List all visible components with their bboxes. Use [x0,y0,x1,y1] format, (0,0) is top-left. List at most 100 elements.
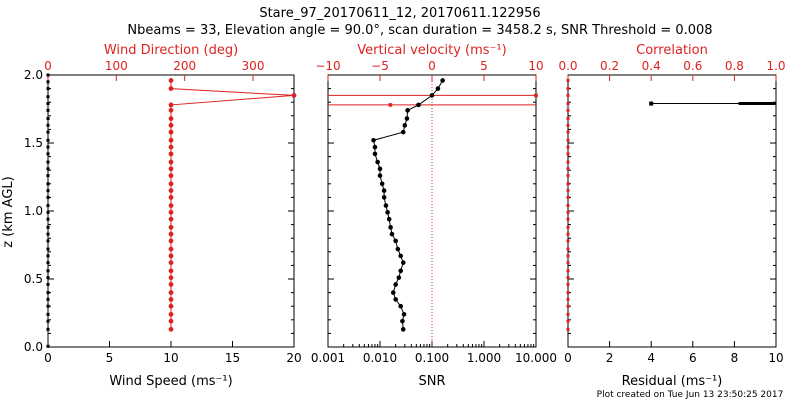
panel-wind: Wind Direction (deg) Wind Speed (ms⁻¹) z… [1,43,302,389]
snr-point [372,144,378,150]
bottom-tick-label: 10 [768,351,783,365]
top-tick-label: 0 [428,59,436,73]
correlation-point [566,102,570,106]
correlation-point [566,145,570,149]
correlation-point [566,312,570,316]
panel-wind-bottom-axis-label: Wind Speed (ms⁻¹) [109,374,232,389]
bottom-tick-label: 8 [731,351,739,365]
snr-point [396,275,402,280]
wind-direction-point [168,311,174,317]
y-tick-label: 2.0 [24,68,43,82]
wind-direction-point [168,137,174,143]
snr-point [440,78,445,83]
panel-velocity: Vertical velocity (ms⁻¹) SNR 0.001 0.010 0… [311,43,557,389]
correlation-point [566,304,570,308]
correlation-point [566,174,570,178]
wind-direction-point [168,268,174,274]
snr-point [377,166,383,172]
top-tick-label: −10 [315,59,340,73]
bottom-tick-label: 0 [564,351,572,365]
bottom-tick-label: 0.100 [415,351,449,365]
wind-speed-point [46,344,50,348]
correlation-point [566,254,570,258]
correlation-point [566,123,570,127]
wind-direction-point [168,107,174,113]
snr-point [398,268,403,274]
wind-direction-point [168,326,174,332]
snr-point [405,108,410,113]
snr-point [381,195,387,200]
wind-speed-point [46,130,50,134]
wind-speed-point [46,123,50,127]
snr-point [416,102,421,108]
wind-speed-point [46,80,50,84]
panel-velocity-bottom-axis-label: SNR [418,374,445,389]
wind-speed-point [46,73,50,77]
y-tick-label: 1.5 [24,136,43,150]
wind-speed-point [46,204,50,208]
snr-point [393,297,398,302]
snr-point [429,93,435,98]
correlation-point [566,261,570,265]
snr-point [381,188,387,193]
top-tick-label: 0.6 [683,59,702,73]
wind-direction-point [168,173,174,179]
correlation-point [566,232,570,236]
y-axis-label: z (km AGL) [1,176,16,247]
correlation-point [566,210,570,214]
wind-speed-point [46,291,50,295]
wind-direction-point [168,282,174,287]
bottom-tick-label: 15 [225,351,240,365]
vertical-velocity-point [534,93,538,98]
wind-direction-point [168,216,174,222]
wind-speed-point [46,195,50,199]
wind-speed-point [46,160,50,164]
snr-point [402,123,408,128]
snr-point [393,282,398,287]
correlation-point [566,247,570,251]
wind-speed-point [46,232,50,236]
wind-speed-point [46,87,50,91]
snr-point [389,231,395,237]
wind-direction-point [168,253,174,259]
correlation-point [566,239,570,243]
snr-point [398,253,403,259]
correlation-point [566,182,570,186]
wind-speed-point [46,167,50,171]
wind-direction-point [168,78,174,83]
snr-point [375,159,380,165]
snr-point [372,151,378,157]
wind-speed-point [46,182,50,186]
snr-point [395,246,401,252]
snr-point [404,116,410,121]
snr-point [383,203,389,208]
correlation-point [566,160,570,164]
wind-direction-point [168,159,174,165]
wind-direction-point [168,231,174,237]
correlation-point [566,93,570,97]
correlation-point [566,319,570,323]
wind-direction-point [168,203,174,208]
top-tick-label: 0.0 [558,59,577,73]
bottom-tick-label: 1.000 [467,351,501,365]
panel-velocity-top-axis-label: Vertical velocity (ms⁻¹) [357,43,506,58]
wind-direction-line [170,80,295,330]
bottom-tick-label: 10.000 [515,351,557,365]
correlation-point [566,327,570,331]
bottom-tick-label: 0 [44,351,52,365]
wind-speed-point [46,189,50,193]
top-tick-label: 100 [105,59,128,73]
wind-direction-point [168,86,174,91]
wind-direction-point [168,116,174,121]
top-tick-label: 10 [528,59,543,73]
footer-note: Plot created on Tue Jun 13 23:50:25 2017 [597,390,784,400]
y-tick-label: 0.0 [24,340,43,354]
wind-speed-point [46,312,50,316]
bottom-tick-label: 20 [286,351,301,365]
snr-point [400,318,405,324]
wind-speed-point [46,239,50,243]
correlation-point [566,291,570,295]
wind-direction-point [291,93,297,98]
correlation-point [566,269,570,273]
bottom-tick-label: 0.010 [363,351,397,365]
